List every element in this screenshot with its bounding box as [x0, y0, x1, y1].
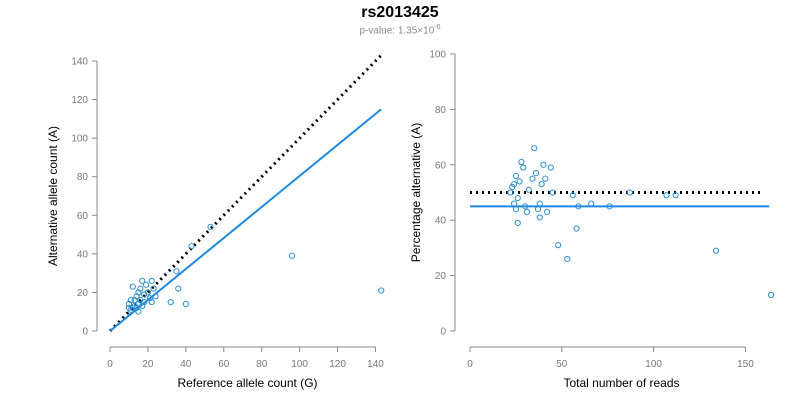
right-data-point: [540, 161, 547, 168]
left-y-axis-label: Alternative allele count (A): [46, 126, 60, 266]
left-data-point: [207, 223, 214, 230]
right-data-point: [533, 170, 540, 177]
left-x-tick-label: 80: [256, 359, 268, 370]
right-data-point: [536, 214, 543, 221]
right-data-point: [606, 203, 613, 210]
left-data-point: [150, 285, 157, 292]
left-data-point: [141, 298, 148, 306]
right-data-point: [521, 203, 529, 210]
left-x-tick-label: 140: [367, 359, 384, 370]
right-data-point: [564, 255, 571, 263]
left-y-tick-label: 80: [77, 172, 89, 183]
right-data-point: [531, 145, 538, 152]
left-y-tick-label: 20: [77, 288, 89, 299]
right-data-point: [514, 219, 521, 227]
left-data-point: [144, 289, 152, 296]
left-data-point: [139, 277, 146, 284]
right-x-tick-label: 100: [645, 359, 662, 370]
right-data-point: [516, 178, 523, 185]
right-data-point: [525, 186, 532, 193]
right-data-point: [518, 158, 525, 166]
left-data-point: [167, 298, 174, 306]
right-x-axis-label: Total number of reads: [563, 376, 679, 390]
left-y-tick-label: 60: [77, 211, 89, 222]
left-data-point: [142, 281, 150, 288]
left-x-tick-label: 40: [180, 359, 192, 370]
right-x-tick-label: 0: [467, 359, 473, 370]
p-value-text: p-value: 1.35×10: [359, 25, 435, 37]
right-data-point: [544, 208, 551, 215]
left-x-tick-label: 0: [107, 359, 113, 370]
p-value-label: p-value: 1.35×10-6: [0, 24, 800, 36]
left-data-point: [127, 297, 134, 304]
left-x-axis-label: Reference allele count (G): [177, 376, 317, 390]
right-data-point: [542, 175, 549, 182]
right-data-point: [520, 164, 527, 171]
left-y-tick-label: 120: [71, 95, 88, 106]
right-data-point: [536, 200, 543, 207]
left-data-point: [129, 304, 136, 311]
right-data-point: [573, 225, 580, 232]
left-x-tick-label: 120: [329, 359, 346, 370]
left-data-point: [148, 277, 155, 284]
left-y-tick-label: 140: [71, 57, 88, 68]
right-data-point: [626, 189, 633, 196]
left-data-point: [173, 268, 180, 275]
left-data-point: [175, 285, 182, 292]
left-x-tick-label: 20: [142, 359, 154, 370]
right-data-point: [523, 208, 531, 215]
left-data-point: [182, 300, 189, 308]
left-y-tick-label: 40: [77, 249, 89, 260]
left-y-tick-label: 100: [71, 134, 88, 145]
left-data-point: [127, 306, 134, 313]
right-x-tick-label: 50: [556, 359, 568, 370]
right-data-point: [538, 181, 545, 188]
right-data-point: [768, 291, 775, 299]
left-data-point: [378, 287, 385, 294]
right-y-tick-label: 0: [440, 327, 446, 338]
right-data-point: [547, 164, 554, 171]
left-y-tick-label: 0: [82, 327, 88, 338]
chart-title: rs2013425: [361, 4, 439, 21]
right-data-point: [510, 200, 518, 207]
right-data-point: [534, 206, 542, 213]
right-data-point: [514, 194, 521, 202]
left-data-point: [288, 252, 296, 259]
left-data-point: [137, 285, 144, 292]
right-data-point: [555, 242, 562, 249]
left-data-point: [148, 298, 155, 306]
left-data-point: [135, 308, 142, 315]
right-data-point: [510, 181, 518, 188]
right-data-point: [575, 203, 582, 210]
left-data-point: [152, 293, 159, 300]
left-x-tick-label: 100: [291, 359, 308, 370]
right-data-point: [507, 189, 514, 196]
right-data-point: [512, 172, 520, 179]
left-data-point: [129, 283, 136, 290]
right-y-tick-label: 20: [435, 271, 447, 282]
right-data-point: [588, 200, 595, 207]
left-data-point: [188, 243, 195, 250]
left-x-tick-label: 60: [218, 359, 230, 370]
right-data-point: [512, 206, 520, 213]
right-data-point: [712, 247, 720, 254]
right-data-point: [549, 189, 556, 196]
right-y-axis-label: Percentage alternative (A): [409, 123, 423, 262]
left-data-point: [125, 304, 133, 311]
right-y-tick-label: 40: [435, 216, 447, 227]
right-data-point: [529, 175, 536, 182]
p-value-exponent: -6: [434, 24, 441, 31]
right-y-tick-label: 100: [429, 50, 446, 61]
right-data-point: [569, 192, 576, 199]
left-dotted-reference-line: [108, 54, 383, 333]
right-data-point: [672, 192, 679, 199]
right-data-point: [663, 192, 670, 199]
right-y-tick-label: 60: [435, 160, 447, 171]
right-x-tick-label: 150: [737, 359, 754, 370]
right-y-tick-label: 80: [435, 105, 447, 116]
